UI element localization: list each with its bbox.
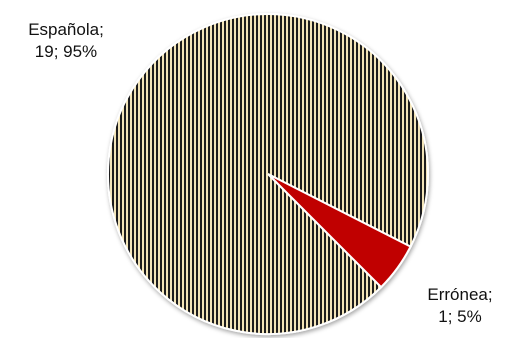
slice-label-espanola: Española; 19; 95% xyxy=(6,19,126,63)
slice-label-erronea-value: 1; 5% xyxy=(438,307,482,326)
pie-slices xyxy=(106,13,429,336)
slice-label-erronea-name: Errónea; xyxy=(427,285,493,304)
slice-label-espanola-name: Española; xyxy=(28,20,104,39)
pie-slice-erronea xyxy=(267,173,412,289)
slice-label-erronea: Errónea; 1; 5% xyxy=(402,284,518,328)
slice-label-espanola-value: 19; 95% xyxy=(34,42,98,61)
